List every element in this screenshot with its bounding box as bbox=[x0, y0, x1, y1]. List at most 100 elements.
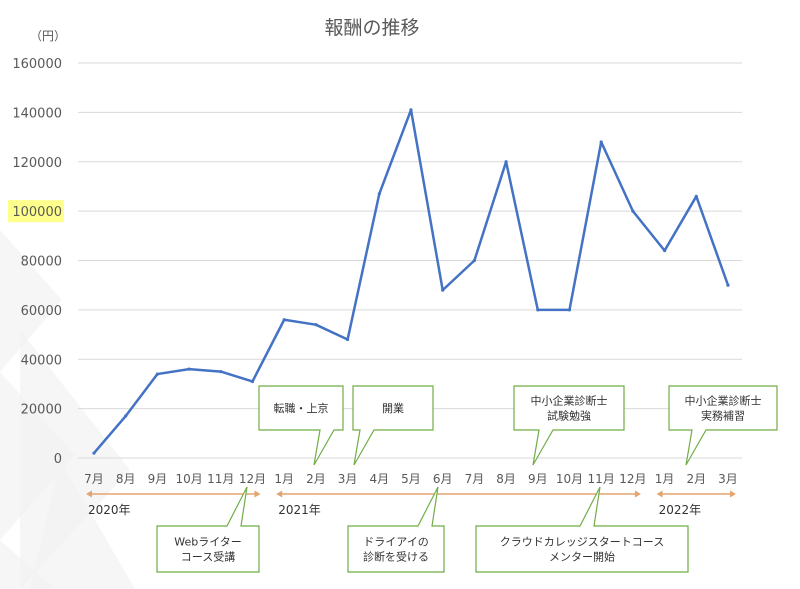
timeline-arrow-right bbox=[254, 490, 261, 498]
chart-title: 報酬の推移 bbox=[324, 17, 419, 39]
timeline-arrow-right bbox=[730, 490, 736, 498]
y-tick-label: 80000 bbox=[21, 255, 62, 270]
data-point bbox=[409, 108, 413, 112]
y-tick-label: 160000 bbox=[12, 57, 62, 72]
y-tick-label: 0 bbox=[54, 452, 62, 467]
timeline-segment: 2021年 bbox=[276, 490, 641, 517]
callout-box bbox=[156, 486, 260, 573]
callout-text: 試験勉強 bbox=[547, 409, 591, 423]
callout: 転職・上京 bbox=[258, 385, 344, 466]
data-point bbox=[599, 140, 603, 144]
timeline-segment: 2022年 bbox=[656, 490, 736, 517]
data-point bbox=[124, 414, 128, 418]
callout-text: 転職・上京 bbox=[274, 401, 329, 415]
callout-text: 開業 bbox=[382, 402, 404, 415]
callout-box bbox=[668, 385, 778, 466]
data-point bbox=[346, 337, 350, 342]
y-tick-label: 120000 bbox=[12, 156, 62, 171]
y-axis-ticks: 0 20000 40000 60000 80000 100000 120000 140000 1… bbox=[12, 57, 62, 467]
tick-highlight bbox=[8, 200, 64, 223]
x-tick-label: 8月 bbox=[116, 472, 136, 486]
data-point bbox=[726, 283, 730, 287]
callout-box bbox=[258, 385, 344, 466]
background-triangle bbox=[0, 230, 62, 372]
y-tick-label: 60000 bbox=[21, 304, 62, 319]
x-tick-label: 3月 bbox=[338, 472, 358, 486]
data-point bbox=[155, 372, 159, 376]
callout: 開業 bbox=[352, 385, 434, 466]
callout-layer: 転職・上京 開業中小企業診断士試験勉強中小企業診断士実務補習Webライターコース受… bbox=[156, 385, 778, 573]
x-tick-label: 8月 bbox=[496, 472, 516, 486]
x-tick-label: 3月 bbox=[718, 472, 738, 486]
data-point bbox=[567, 308, 572, 312]
x-tick-label: 7月 bbox=[84, 472, 104, 486]
x-tick-label: 9月 bbox=[528, 472, 548, 486]
data-point bbox=[694, 194, 698, 198]
y-tick-label: 40000 bbox=[21, 353, 62, 368]
callout-box bbox=[347, 486, 445, 573]
data-point bbox=[92, 451, 96, 455]
data-point bbox=[377, 192, 381, 196]
year-label: 2020年 bbox=[88, 503, 131, 517]
y-tick-label: 140000 bbox=[12, 106, 62, 121]
timeline-arrow-right bbox=[634, 490, 641, 498]
x-tick-label: 12月 bbox=[239, 472, 266, 486]
data-point bbox=[631, 209, 635, 213]
x-tick-label: 5月 bbox=[401, 472, 421, 486]
callout-text: ドライアイの bbox=[363, 536, 428, 549]
x-tick-label: 2月 bbox=[686, 472, 706, 486]
data-point bbox=[282, 318, 286, 322]
callout-box bbox=[513, 385, 625, 466]
data-point bbox=[187, 367, 191, 371]
callout-text: 診断を受ける bbox=[363, 550, 429, 564]
data-point bbox=[504, 160, 508, 164]
x-tick-label: 10月 bbox=[175, 472, 202, 486]
background-decoration bbox=[0, 230, 135, 589]
x-tick-label: 10月 bbox=[556, 472, 583, 486]
data-point bbox=[314, 323, 318, 327]
callout-text: メンター開始 bbox=[549, 550, 615, 564]
timeline-layer: 2020年 2021年 2022年 bbox=[86, 490, 736, 517]
callout-text: クラウドカレッジスタートコース bbox=[500, 536, 664, 549]
data-point bbox=[441, 288, 445, 292]
y-tick-label: 20000 bbox=[21, 403, 62, 418]
y-axis-unit-label: （円） bbox=[30, 29, 66, 43]
timeline-arrow-left bbox=[86, 490, 92, 498]
year-label: 2021年 bbox=[278, 503, 321, 517]
tick-highlight-marker bbox=[8, 200, 64, 223]
callout-box bbox=[475, 486, 689, 573]
data-point bbox=[250, 379, 255, 384]
data-point bbox=[663, 249, 667, 253]
data-point bbox=[219, 369, 223, 374]
x-tick-label: 2月 bbox=[306, 472, 326, 486]
x-tick-label: 12月 bbox=[619, 472, 646, 486]
y-tick-label: 100000 bbox=[12, 205, 62, 220]
callout-box bbox=[352, 385, 434, 466]
callout-text: 実務補習 bbox=[701, 409, 745, 423]
timeline-arrow-left bbox=[276, 490, 283, 498]
x-tick-label: 11月 bbox=[207, 472, 234, 486]
x-axis-ticks: 7月 8月 9月 10月 11月 12月 1月 2月 3月 4月 5月 6月 7月 8月 9月 10月 11月 1… bbox=[84, 472, 738, 486]
year-label: 2022年 bbox=[659, 503, 702, 517]
timeline-segment: 2020年 bbox=[86, 490, 261, 517]
series-layer bbox=[92, 108, 730, 455]
callout-text: Webライター bbox=[174, 536, 242, 549]
callout-text: 中小企業診断士 bbox=[531, 394, 608, 408]
timeline-arrow-left bbox=[656, 490, 663, 498]
data-point bbox=[536, 308, 540, 312]
x-tick-label: 6月 bbox=[433, 472, 453, 486]
x-tick-label: 4月 bbox=[369, 472, 389, 486]
x-tick-label: 11月 bbox=[588, 472, 615, 486]
background-triangle bbox=[30, 460, 135, 589]
x-tick-label: 1月 bbox=[655, 472, 675, 486]
callout-text: 中小企業診断士 bbox=[685, 394, 762, 408]
callout-text: コース受講 bbox=[181, 550, 235, 564]
x-tick-label: 7月 bbox=[465, 472, 485, 486]
data-point bbox=[472, 258, 476, 263]
